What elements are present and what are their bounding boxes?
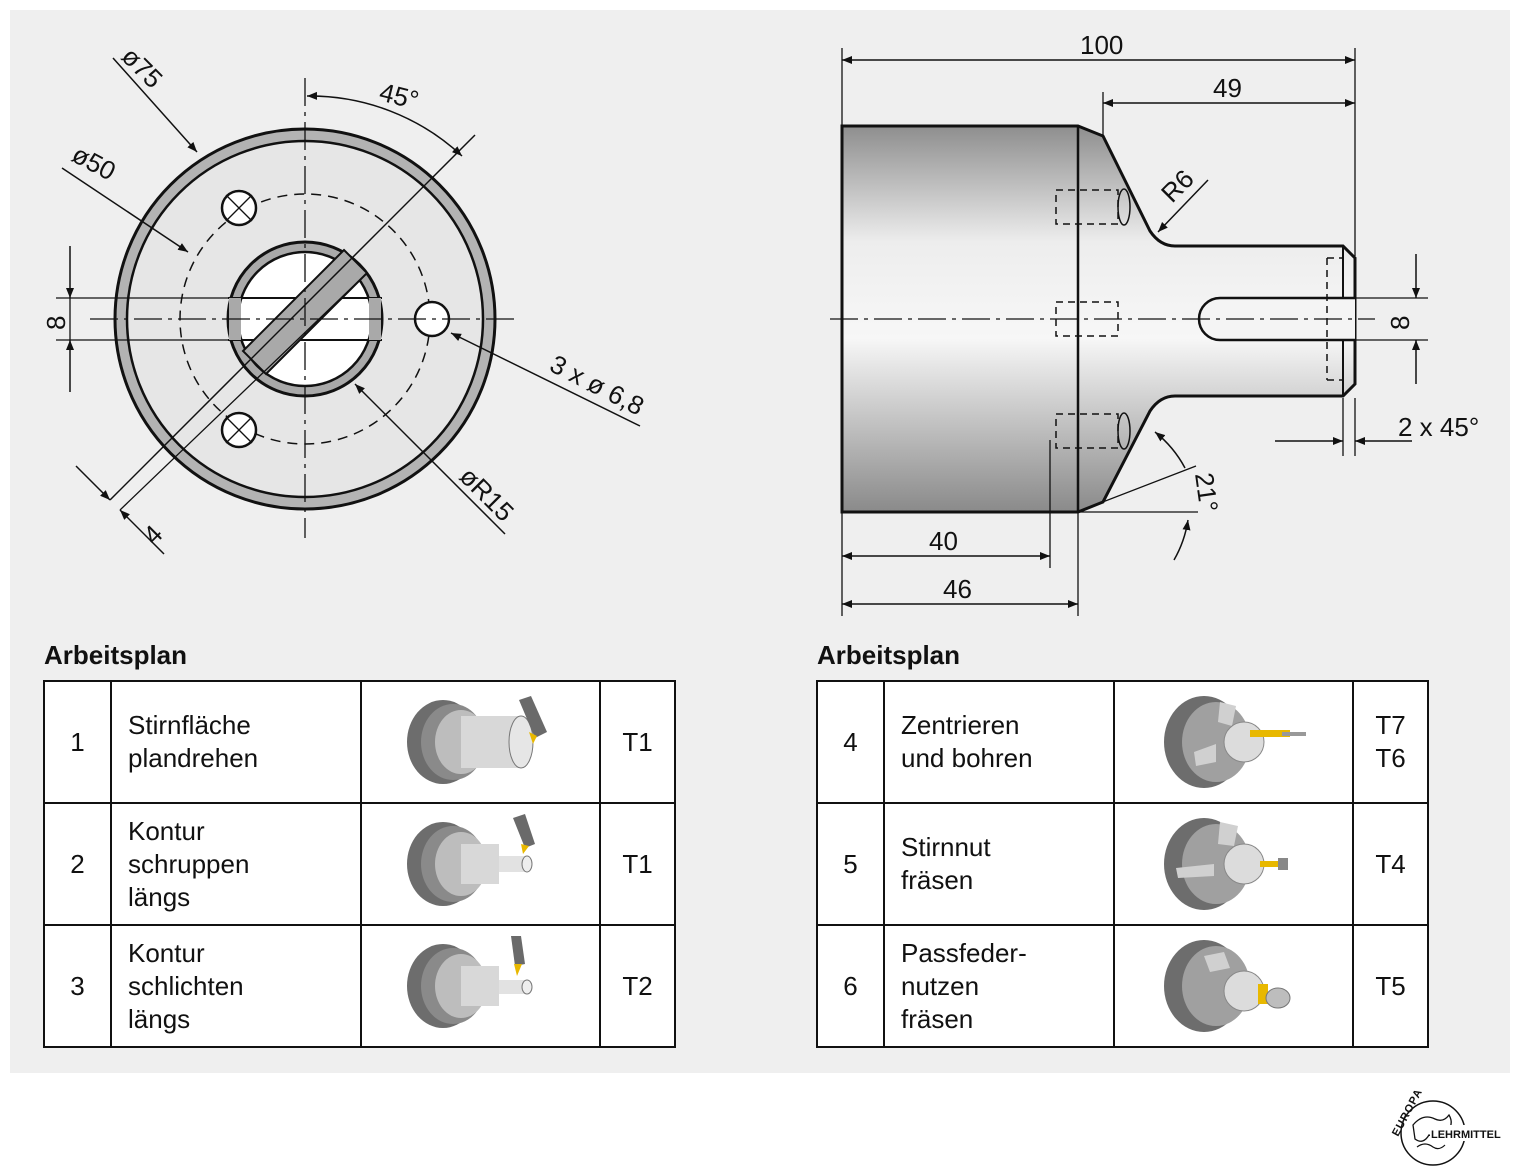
dim-width4: 4 — [137, 519, 168, 550]
plan-left-table: 1 Stirnfläche plandrehen T1 2 Kontur schru… — [43, 680, 676, 1048]
table-row: 4 Zentrieren und bohren T7 T6 — [816, 680, 1429, 804]
machining-illustration — [1113, 680, 1354, 804]
step-number: 1 — [43, 680, 112, 804]
machining-illustration — [1113, 802, 1354, 926]
step-description: Passfeder-nutzen fräsen — [883, 924, 1115, 1048]
lathe-finishing-icon — [406, 936, 532, 1028]
dim-angle21: 21° — [1189, 471, 1224, 514]
dim-holes: 3 x ø 6,8 — [545, 349, 649, 422]
step-description: Stirnnut fräsen — [883, 802, 1115, 926]
keyway-milling-icon — [1163, 940, 1290, 1032]
dim-slot8: 8 — [1385, 316, 1415, 330]
side-view-labels: 100 49 R6 8 2 x 45° 21° 40 46 — [929, 30, 1479, 604]
dim-angle45: 45° — [377, 77, 422, 116]
plan-right-table: 4 Zentrieren und bohren T7 T6 5 Stirnnut fr… — [816, 680, 1429, 1048]
dim-len46: 46 — [943, 574, 972, 604]
table-row: 6 Passfeder-nutzen fräsen T5 — [816, 924, 1429, 1048]
dim-d75: ø75 — [116, 41, 169, 94]
technical-drawing: ø75 ø50 45° 8 4 3 x ø 6,8 øR15 — [41, 30, 1479, 616]
step-number: 2 — [43, 802, 112, 926]
tool-id: T5 — [1352, 924, 1429, 1048]
face-groove-milling-icon — [1163, 818, 1288, 910]
machining-illustration — [360, 680, 601, 804]
machining-illustration — [360, 802, 601, 926]
step-description: Kontur schlichten längs — [110, 924, 362, 1048]
step-number: 6 — [816, 924, 885, 1048]
machining-illustration — [1113, 924, 1354, 1048]
step-description: Zentrieren und bohren — [883, 680, 1115, 804]
lathe-facing-icon — [406, 696, 547, 784]
svg-text:LEHRMITTEL: LEHRMITTEL — [1431, 1129, 1501, 1141]
dim-len40: 40 — [929, 526, 958, 556]
plan-left-title: Arbeitsplan — [44, 640, 188, 670]
dim-r6: R6 — [1155, 164, 1200, 209]
dim-d50: ø50 — [67, 139, 121, 187]
step-number: 3 — [43, 924, 112, 1048]
side-view — [830, 48, 1428, 616]
tool-id: T7 T6 — [1352, 680, 1429, 804]
step-description: Kontur schruppen längs — [110, 802, 362, 926]
dim-len49: 49 — [1213, 73, 1242, 103]
dim-radius15: øR15 — [454, 461, 520, 527]
table-row: 3 Kontur schlichten längs T2 — [43, 924, 676, 1048]
dim-chamfer: 2 x 45° — [1398, 412, 1479, 442]
table-row: 1 Stirnfläche plandrehen T1 — [43, 680, 676, 804]
machining-illustration — [360, 924, 601, 1048]
step-description: Stirnfläche plandrehen — [110, 680, 362, 804]
dim-width8: 8 — [41, 316, 71, 330]
europa-lehrmittel-logo: EUROPA LEHRMITTEL — [1390, 1087, 1514, 1166]
table-row: 2 Kontur schruppen längs T1 — [43, 802, 676, 926]
lathe-roughing-icon — [406, 814, 535, 906]
plan-right-title: Arbeitsplan — [817, 640, 961, 670]
dim-len100: 100 — [1080, 30, 1123, 60]
table-row: 5 Stirnnut fräsen T4 — [816, 802, 1429, 926]
tool-id: T2 — [599, 924, 676, 1048]
tool-id: T4 — [1352, 802, 1429, 926]
step-number: 5 — [816, 802, 885, 926]
tool-id: T1 — [599, 680, 676, 804]
tool-id: T1 — [599, 802, 676, 926]
drilling-icon — [1163, 696, 1306, 788]
front-view — [56, 57, 641, 555]
step-number: 4 — [816, 680, 885, 804]
svg-text:EUROPA: EUROPA — [1390, 1087, 1425, 1139]
